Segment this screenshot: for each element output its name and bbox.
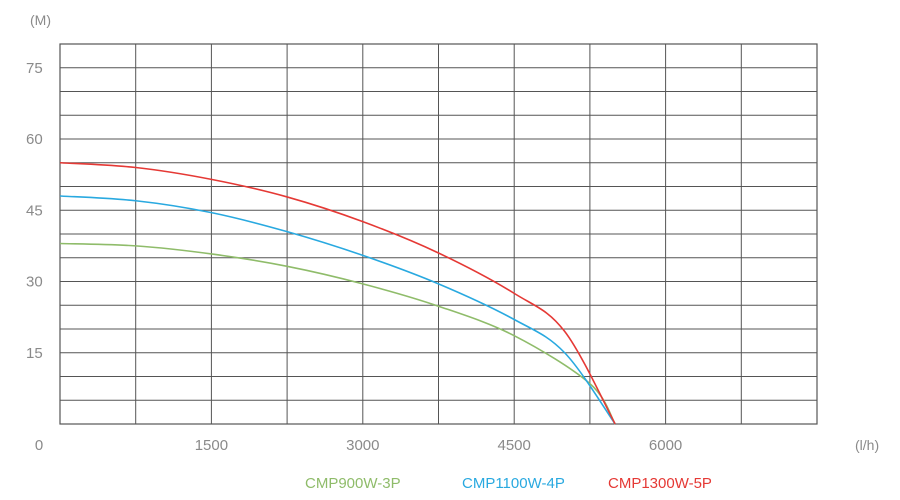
series-lines <box>59 161 616 425</box>
x-tick-label: 4500 <box>498 437 531 454</box>
legend-item-cmp1300w-5p: CMP1300W-5P <box>608 475 712 492</box>
series-line-cmp1300w-5p <box>59 161 616 425</box>
y-tick-label: 45 <box>26 202 43 219</box>
legend: CMP900W-3P CMP1100W-4P CMP1300W-5P <box>305 475 712 492</box>
plot-frame <box>59 43 818 425</box>
y-tick-label: 15 <box>26 345 43 362</box>
grid <box>60 44 817 424</box>
series-line-cmp1100w-4p <box>59 195 616 425</box>
x-tick-label: 0 <box>35 437 43 454</box>
y-tick-label: 75 <box>26 60 43 77</box>
y-axis-ticks: 15 30 45 60 75 <box>26 60 43 362</box>
y-tick-label: 30 <box>26 274 43 291</box>
x-tick-label: 3000 <box>346 437 379 454</box>
legend-item-cmp1100w-4p: CMP1100W-4P <box>462 475 565 492</box>
series-line-cmp900w-3p <box>59 242 616 425</box>
legend-item-cmp900w-3p: CMP900W-3P <box>305 475 401 492</box>
x-tick-label: 6000 <box>649 437 682 454</box>
x-tick-label: 1500 <box>195 437 228 454</box>
x-axis-ticks: 0 1500 3000 4500 6000 <box>35 437 682 454</box>
y-axis-unit: (M) <box>30 12 51 28</box>
x-axis-unit: (l/h) <box>855 437 879 453</box>
y-tick-label: 60 <box>26 131 43 148</box>
